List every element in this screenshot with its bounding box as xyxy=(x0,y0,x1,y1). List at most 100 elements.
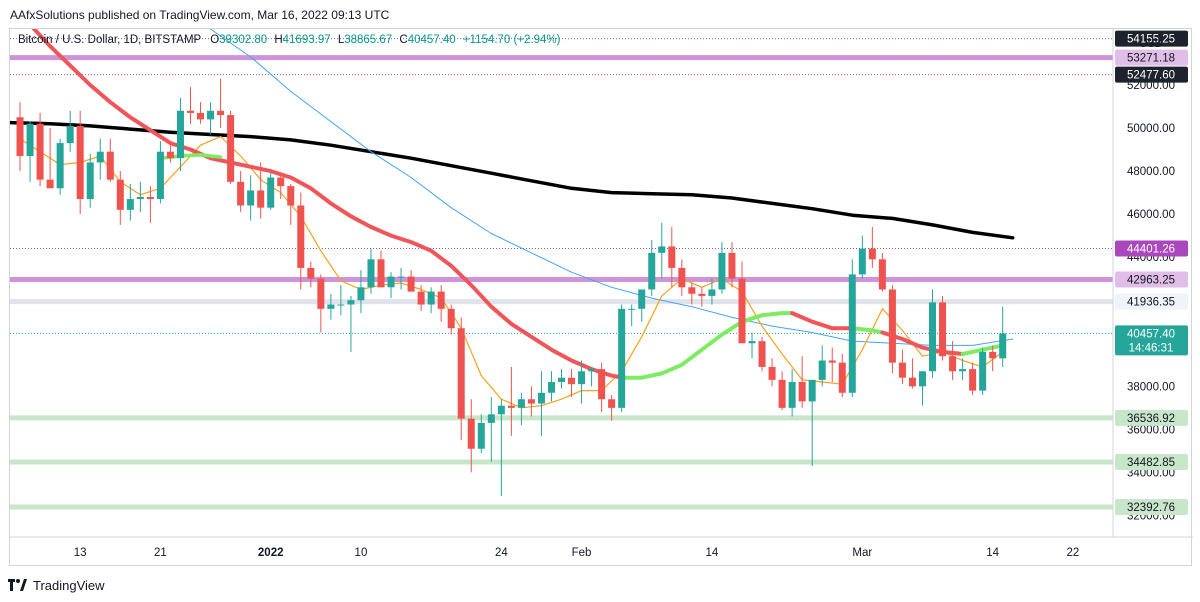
candle-body xyxy=(828,360,836,363)
level-price-tag: 44401.26 xyxy=(1127,244,1175,256)
candle-body xyxy=(347,300,355,305)
candle-body xyxy=(628,308,636,310)
publisher-text: AAfxSolutions published on TradingView.c… xyxy=(10,8,390,22)
candle-body xyxy=(227,115,235,182)
candle-body xyxy=(46,179,54,189)
candle-body xyxy=(437,291,445,309)
price-chart[interactable]: 32000.0034000.0036000.0038000.0040000.00… xyxy=(10,29,1193,567)
candle-body xyxy=(146,196,154,200)
candle-body xyxy=(417,291,425,305)
level-price-tag-bg xyxy=(1115,240,1188,257)
candle-body xyxy=(648,252,656,290)
candle-body xyxy=(878,259,886,290)
candle-body xyxy=(16,117,24,156)
x-tick-label: Mar xyxy=(852,547,872,559)
candle-body xyxy=(959,369,967,372)
x-tick-label: 10 xyxy=(355,547,368,559)
y-tick-label: 48000.00 xyxy=(1127,166,1175,178)
last-price-tag-countdown: 14:46:31 xyxy=(1129,342,1174,354)
candle-body xyxy=(778,379,786,408)
candle-body xyxy=(969,369,977,391)
x-tick-label: 14 xyxy=(986,547,999,559)
candle-body xyxy=(568,377,576,385)
candle-body xyxy=(537,392,545,404)
candle-body xyxy=(979,351,987,391)
x-tick-label: 13 xyxy=(74,547,87,559)
close-value: 40457.40 xyxy=(407,34,456,46)
candle-body xyxy=(949,356,957,372)
candle-body xyxy=(186,110,195,113)
level-price-tag: 42963.25 xyxy=(1127,274,1175,286)
candle-body xyxy=(156,151,164,200)
ma-red-green-segment xyxy=(790,311,855,331)
candle-body xyxy=(287,186,295,206)
level-price-tag: 52477.60 xyxy=(1127,70,1175,82)
candle-body xyxy=(718,252,726,290)
change-value: +1154.70 (+2.94%) xyxy=(462,34,561,46)
candle-body xyxy=(86,162,94,200)
low-label: L xyxy=(337,34,345,46)
y-tick-label: 36000.00 xyxy=(1127,424,1175,436)
candle-body xyxy=(999,333,1007,359)
candle-body xyxy=(247,190,255,206)
candle-body xyxy=(36,123,44,180)
candle-body xyxy=(257,190,265,208)
open-label: O xyxy=(210,34,220,46)
candle-body xyxy=(678,267,686,288)
open-value: 39302.80 xyxy=(219,34,268,46)
candle-body xyxy=(918,371,926,387)
level-price-tag-bg xyxy=(1115,293,1188,310)
candle-body xyxy=(267,177,275,208)
ma-red-green-segment xyxy=(850,326,885,335)
candle-body xyxy=(928,302,937,372)
candle-body xyxy=(507,405,515,408)
candle-body xyxy=(788,382,796,408)
candle-body xyxy=(277,177,285,187)
level-price-tag: 36536.92 xyxy=(1127,413,1175,425)
x-tick-label: Feb xyxy=(572,547,592,559)
last-price-tag: 40457.40 xyxy=(1127,328,1175,340)
candle-body xyxy=(758,341,766,367)
ma-red-green-segment xyxy=(31,29,624,380)
close-label: C xyxy=(399,34,408,46)
candle-body xyxy=(618,308,626,408)
candle-body xyxy=(387,276,395,288)
candle-body xyxy=(166,151,174,159)
last-price-tag-bg xyxy=(1115,325,1188,356)
candle-body xyxy=(477,422,485,449)
high-value: 41693.97 xyxy=(282,34,331,46)
candle-body xyxy=(66,125,74,144)
level-price-tag: 32392.76 xyxy=(1127,502,1175,514)
candle-body xyxy=(327,304,335,309)
candle-body xyxy=(126,199,134,210)
chart-frame[interactable]: 32000.0034000.0036000.0038000.0040000.00… xyxy=(9,28,1193,567)
symbol-label[interactable]: Bitcoin / U.S. Dollar, 1D, BITSTAMP xyxy=(18,34,201,46)
candle-body xyxy=(989,351,997,359)
candle-body xyxy=(307,267,315,279)
y-tick-label: 34000.00 xyxy=(1127,467,1175,479)
candle-body xyxy=(588,369,596,372)
tradingview-logo-icon xyxy=(8,579,27,591)
candle-body xyxy=(868,248,876,260)
candle-body xyxy=(818,360,826,380)
candle-body xyxy=(547,382,555,393)
y-tick-label: 46000.00 xyxy=(1127,209,1175,221)
candle-body xyxy=(738,278,746,344)
x-tick-label: 24 xyxy=(495,547,508,559)
candle-body xyxy=(467,418,475,449)
candle-body xyxy=(427,291,435,305)
candle-body xyxy=(638,289,646,309)
candle-body xyxy=(557,377,566,383)
candle-body xyxy=(397,276,405,278)
x-tick-label: 22 xyxy=(1066,547,1079,559)
tradingview-brand[interactable]: TradingView xyxy=(33,578,105,593)
level-price-tag: 54155.25 xyxy=(1127,34,1175,46)
candle-body xyxy=(26,123,34,156)
candle-body xyxy=(838,362,846,393)
candle-body xyxy=(808,379,816,402)
level-price-tag: 34482.85 xyxy=(1127,457,1175,469)
candle-body xyxy=(297,205,305,268)
candle-body xyxy=(858,248,866,275)
candle-body xyxy=(798,382,806,402)
candle-body xyxy=(908,377,916,387)
